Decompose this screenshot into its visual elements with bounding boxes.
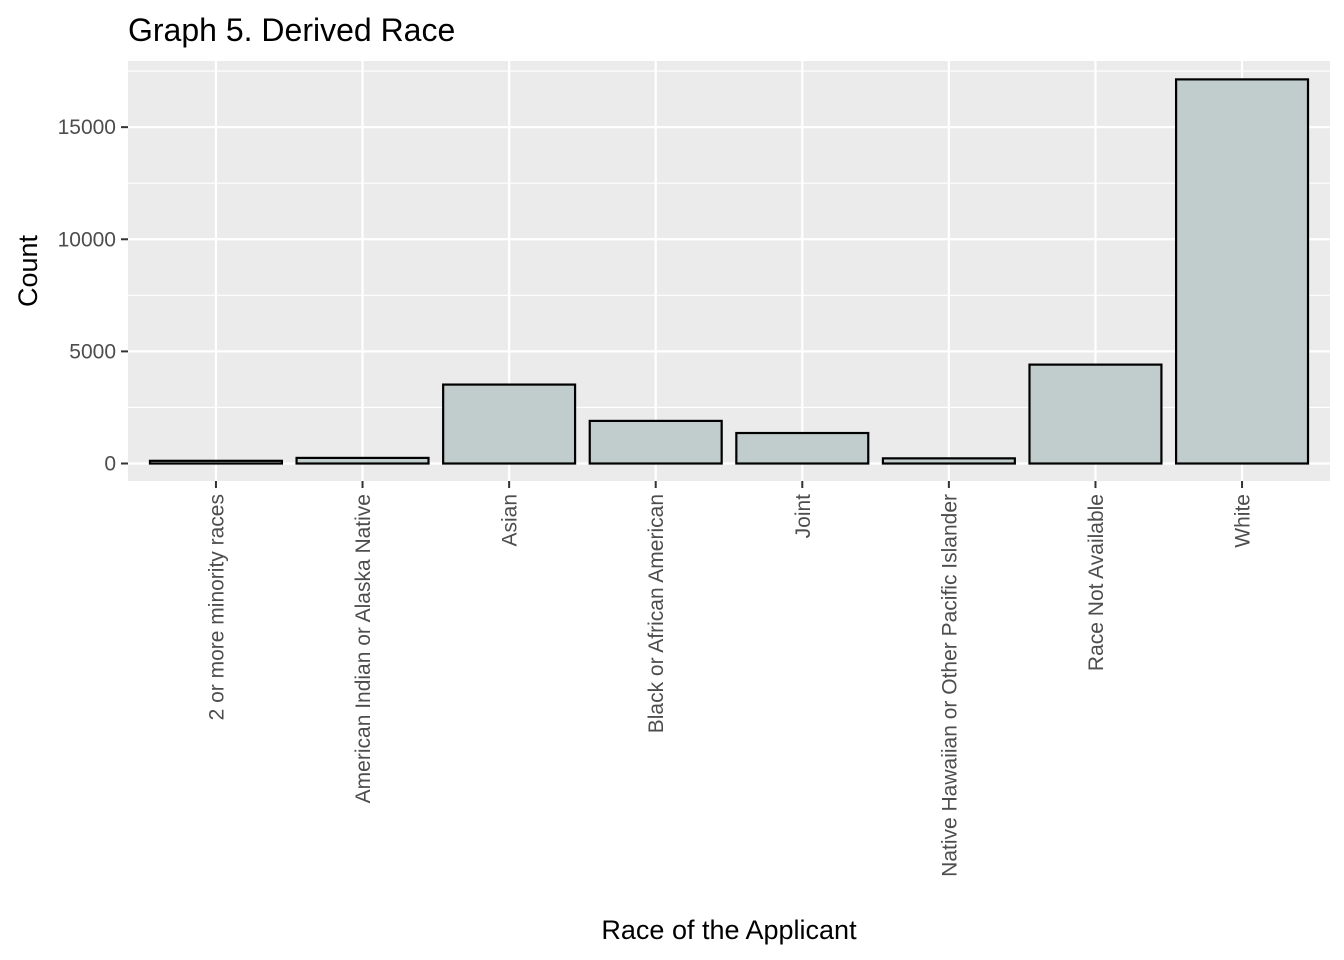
bar xyxy=(148,459,284,465)
x-axis-title: Race of the Applicant xyxy=(601,915,857,945)
bar xyxy=(1028,363,1163,465)
y-tick-label: 15000 xyxy=(58,116,116,139)
x-tick-label: Race Not Available xyxy=(1085,494,1108,671)
chart-title: Graph 5. Derived Race xyxy=(128,12,455,48)
y-tick-label: 0 xyxy=(104,453,116,476)
x-tick-label: Asian xyxy=(499,494,522,547)
x-tick-label: American Indian or Alaska Native xyxy=(352,494,375,803)
x-tick-label: Joint xyxy=(792,494,815,539)
bar xyxy=(295,456,430,465)
x-tick-label: 2 or more minority races xyxy=(205,494,228,720)
x-axis-ticks: 2 or more minority races American Indian … xyxy=(205,481,1255,877)
bar xyxy=(735,431,870,465)
y-axis-ticks: 0 5000 10000 15000 xyxy=(58,116,128,476)
bar xyxy=(588,419,723,465)
x-tick-label: Black or African American xyxy=(645,494,668,733)
bar xyxy=(881,457,1016,465)
x-tick-label: Native Hawaiian or Other Pacific Islande… xyxy=(938,494,961,877)
bar xyxy=(1174,78,1310,465)
x-tick-label: White xyxy=(1232,494,1255,548)
y-axis-title: Count xyxy=(13,234,43,307)
y-tick-label: 10000 xyxy=(58,228,116,251)
bars xyxy=(148,78,1310,465)
bar xyxy=(442,383,577,465)
y-tick-label: 5000 xyxy=(69,340,116,363)
